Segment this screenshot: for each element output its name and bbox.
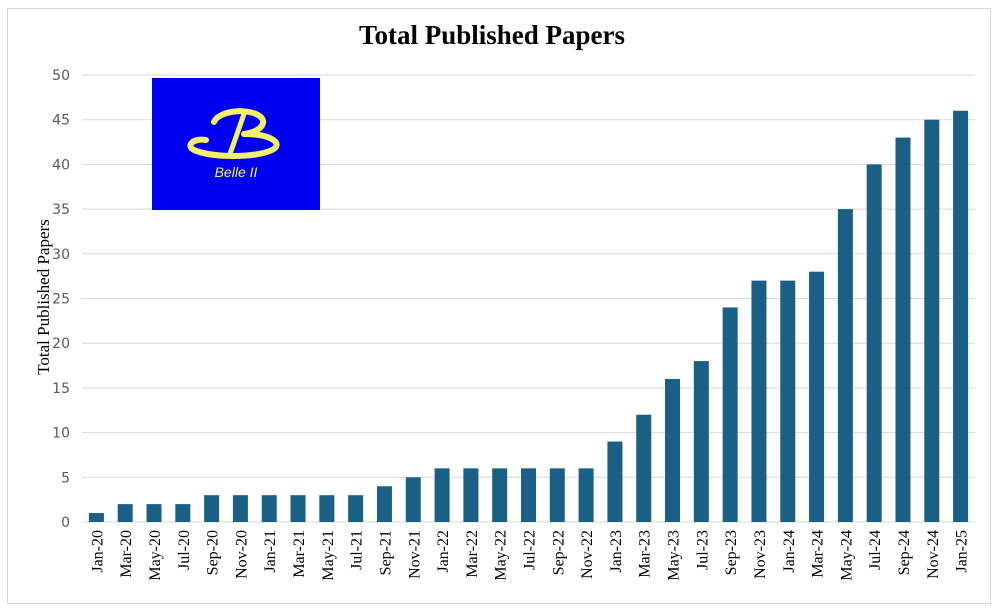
bar [837,209,853,522]
x-tick-label: Jul-21 [349,530,366,570]
x-tick-label: Jan-20 [89,530,106,573]
bar [261,495,277,522]
bar [463,468,479,522]
bar [636,414,652,522]
x-tick-label: Jan-23 [608,530,625,573]
bar [924,119,940,522]
y-tick-label: 40 [52,157,70,173]
x-tick-label: Jul-24 [867,530,884,570]
bar [866,164,882,522]
y-tick-label: 25 [52,292,70,308]
bar [175,504,191,522]
bar [809,271,825,522]
y-tick-label: 45 [52,113,70,129]
x-tick-label: Jan-25 [954,530,971,573]
bar [232,495,248,522]
x-tick-label: Jul-20 [176,530,193,570]
bar [204,495,220,522]
x-tick-label: May-23 [666,530,683,581]
x-tick-label: Nov-21 [406,530,423,579]
bar [146,504,162,522]
x-tick-label: Sep-23 [723,530,740,575]
bar [780,280,796,522]
x-tick-label: Nov-24 [925,530,942,579]
bar [290,495,306,522]
x-tick-label: Mar-24 [810,530,827,578]
bar [117,504,133,522]
x-tick-label: Jan-21 [262,530,279,573]
bar [88,513,104,522]
y-tick-label: 35 [52,202,70,218]
x-tick-label: Jul-22 [522,530,539,570]
x-tick-label: Jan-22 [435,530,452,573]
bar [607,441,623,522]
x-tick-label: Mar-21 [291,530,308,578]
x-tick-label: Jan-24 [781,530,798,573]
bar [405,477,421,522]
bar [376,486,392,522]
y-tick-label: 20 [52,336,70,352]
bar [578,468,594,522]
x-tick-label: Sep-22 [550,530,567,575]
x-tick-label: Sep-20 [205,530,222,575]
bar [693,361,709,522]
bar [492,468,508,522]
y-tick-label: 30 [52,247,70,263]
bar [722,307,738,522]
bar [549,468,565,522]
x-tick-label: Nov-22 [579,530,596,579]
x-tick-label: May-22 [493,530,510,581]
bar [665,378,681,522]
bar [751,280,767,522]
x-tick-label: Sep-21 [377,530,394,575]
x-tick-label: Sep-24 [896,530,913,575]
x-tick-label: Mar-20 [118,530,135,578]
y-tick-label: 5 [61,470,70,486]
belle-b-icon [187,108,280,159]
logo-text: Belle II [214,164,258,180]
x-tick-label: Mar-22 [464,530,481,578]
x-tick-label: May-21 [320,530,337,581]
x-tick-label: Mar-23 [637,530,654,578]
bar [319,495,335,522]
belle-ii-logo: Belle II [152,78,320,210]
y-tick-label: 0 [61,515,70,531]
bar [521,468,536,522]
bar [434,468,450,522]
bar [953,110,969,522]
x-tick-label: Nov-20 [233,530,250,579]
bar [895,137,911,522]
y-tick-label: 50 [52,68,70,84]
y-tick-label: 15 [52,381,70,397]
bar [348,495,364,522]
x-tick-label: Nov-23 [752,530,769,579]
chart-title: Total Published Papers [358,20,626,50]
x-tick-label: Jul-23 [694,530,711,570]
x-tick-label: May-24 [838,530,855,581]
y-tick-label: 10 [52,426,70,442]
x-tick-label: May-20 [147,530,164,581]
